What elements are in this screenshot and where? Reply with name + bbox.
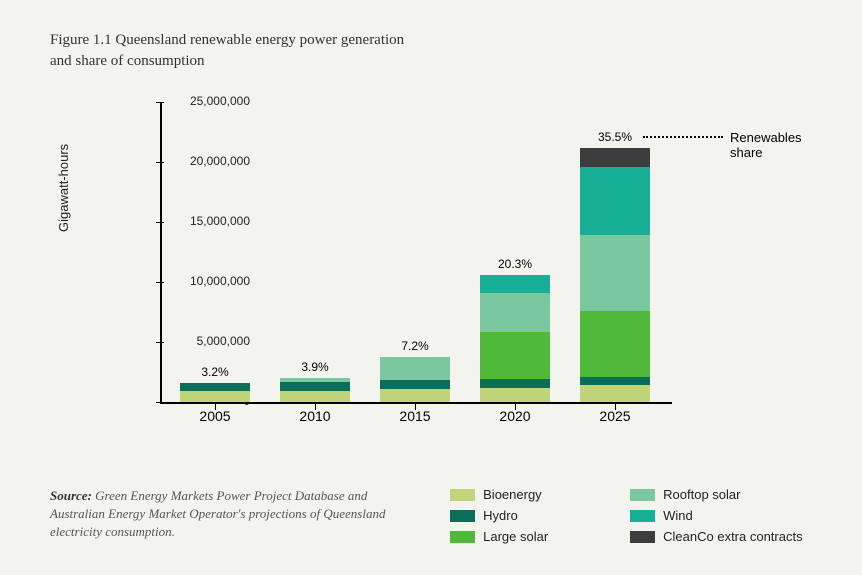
- bar-segment: [180, 391, 250, 402]
- ytick: [156, 162, 164, 163]
- xtick-label: 2010: [275, 408, 355, 424]
- bar-label: 3.2%: [175, 365, 255, 379]
- bar-segment: [380, 357, 450, 380]
- legend-item: Rooftop solar: [630, 487, 810, 502]
- legend-swatch: [450, 489, 475, 501]
- bar-segment: [580, 167, 650, 235]
- bar-segment: [280, 391, 350, 402]
- xtick-label: 2020: [475, 408, 555, 424]
- ytick-label: 25,000,000: [170, 94, 250, 108]
- bar-segment: [580, 377, 650, 385]
- annotation-text: Renewablesshare: [730, 130, 802, 161]
- bar-segment: [180, 383, 250, 391]
- plot-container: Gigawatt-hours 05,000,00010,000,00015,00…: [70, 92, 770, 432]
- legend-label: Large solar: [483, 529, 548, 544]
- legend-swatch: [450, 531, 475, 543]
- legend: Bioenergy Rooftop solar Hydro Wind Large sol…: [450, 487, 820, 550]
- legend-swatch: [450, 510, 475, 522]
- legend-item: Bioenergy: [450, 487, 630, 502]
- ytick: [156, 282, 164, 283]
- ytick: [156, 342, 164, 343]
- bar-label: 3.9%: [275, 360, 355, 374]
- ytick: [156, 102, 164, 103]
- ytick: [156, 402, 164, 403]
- bar-segment: [580, 235, 650, 311]
- bar-segment: [580, 311, 650, 377]
- legend-label: Hydro: [483, 508, 518, 523]
- ytick-label: 10,000,000: [170, 274, 250, 288]
- ytick: [156, 222, 164, 223]
- figure-title: Figure 1.1 Queensland renewable energy p…: [50, 30, 410, 72]
- source-text: Source: Green Energy Markets Power Proje…: [50, 487, 410, 550]
- bar-segment: [380, 389, 450, 402]
- bar: [480, 275, 550, 402]
- bar: [380, 357, 450, 402]
- legend-label: CleanCo extra contracts: [663, 529, 802, 544]
- legend-item: Wind: [630, 508, 810, 523]
- bar: [180, 383, 250, 402]
- legend-item: Large solar: [450, 529, 630, 544]
- legend-item: Hydro: [450, 508, 630, 523]
- ytick-label: 15,000,000: [170, 214, 250, 228]
- figure: Figure 1.1 Queensland renewable energy p…: [0, 0, 862, 575]
- bar-segment: [480, 293, 550, 333]
- legend-label: Rooftop solar: [663, 487, 740, 502]
- xtick-label: 2025: [575, 408, 655, 424]
- bar-segment: [480, 332, 550, 379]
- y-axis-label: Gigawatt-hours: [56, 144, 71, 232]
- ytick-label: 5,000,000: [170, 334, 250, 348]
- bar-segment: [580, 385, 650, 402]
- xtick-label: 2015: [375, 408, 455, 424]
- bar-segment: [480, 388, 550, 402]
- bar-segment: [380, 380, 450, 389]
- bar: [280, 378, 350, 402]
- source-body: Green Energy Markets Power Project Datab…: [50, 488, 385, 539]
- ytick-label: 20,000,000: [170, 154, 250, 168]
- bar-label: 7.2%: [375, 339, 455, 353]
- bar-segment: [480, 379, 550, 387]
- bar: [580, 148, 650, 402]
- legend-label: Wind: [663, 508, 693, 523]
- legend-label: Bioenergy: [483, 487, 542, 502]
- legend-swatch: [630, 510, 655, 522]
- xtick-label: 2005: [175, 408, 255, 424]
- footer: Source: Green Energy Markets Power Proje…: [50, 487, 820, 550]
- bar-segment: [480, 275, 550, 293]
- bar-segment: [280, 382, 350, 391]
- annotation-line: [643, 136, 723, 138]
- source-label: Source:: [50, 488, 92, 503]
- bar-label: 20.3%: [475, 257, 555, 271]
- legend-swatch: [630, 531, 655, 543]
- legend-item: CleanCo extra contracts: [630, 529, 810, 544]
- legend-swatch: [630, 489, 655, 501]
- bar-segment: [580, 148, 650, 167]
